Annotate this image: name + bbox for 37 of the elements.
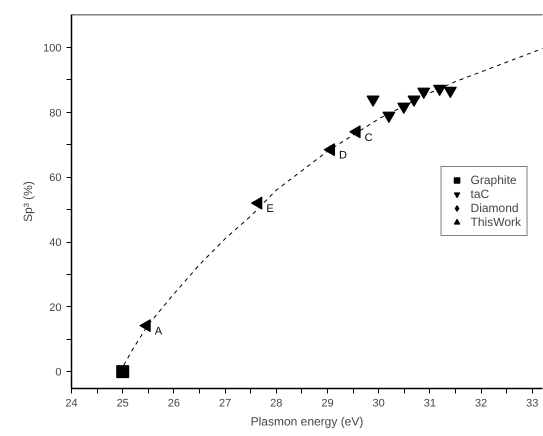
point: [324, 143, 336, 156]
x-axis-title: Plasmon energy (eV): [250, 414, 364, 428]
y-tick-label: 80: [49, 107, 62, 120]
y-tick-label: 100: [43, 42, 62, 55]
y-tick-label: 0: [55, 366, 62, 379]
point: [444, 86, 457, 98]
point: [397, 102, 410, 114]
point: [417, 88, 430, 100]
x-tick-label: 28: [270, 398, 282, 410]
y-tick-label: 60: [49, 172, 62, 184]
x-tick-label: 30: [372, 398, 385, 410]
x-tick-label: 26: [168, 398, 180, 410]
x-tick-label: 25: [116, 398, 129, 410]
point: [408, 95, 420, 107]
annotation: D: [339, 150, 348, 162]
point: [382, 112, 396, 124]
x-tick-label: 27: [218, 398, 232, 410]
legend-label: Graphite: [470, 173, 517, 187]
point: [349, 125, 361, 138]
legend-label: Diamond: [470, 201, 519, 215]
x-tick-label: 24: [65, 398, 78, 410]
x-tick-label: 33: [526, 398, 538, 410]
point: [139, 319, 151, 332]
legend-label: taC: [470, 187, 490, 201]
x-tick-label: 31: [424, 398, 436, 410]
point: [366, 95, 380, 107]
legend-label: ThisWork: [470, 215, 521, 229]
annotation: A: [154, 326, 163, 338]
y-tick-label: 20: [49, 302, 62, 314]
annotation: C: [364, 132, 373, 144]
point: [433, 84, 446, 96]
y-axis-title: Sp³ (%): [21, 181, 36, 222]
x-tick-label: 29: [321, 398, 334, 410]
x-tick-label: 32: [474, 398, 488, 410]
y-tick-label: 40: [49, 237, 62, 250]
annotation: E: [266, 203, 274, 216]
point: [250, 196, 262, 210]
